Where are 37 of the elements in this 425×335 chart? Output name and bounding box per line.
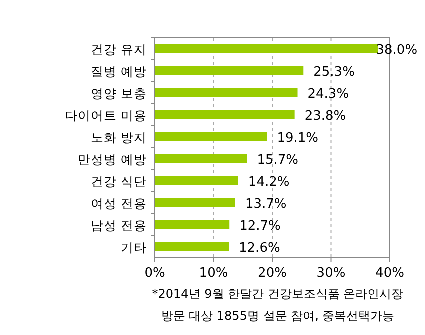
bar — [155, 66, 304, 76]
data-label: 23.8% — [304, 109, 346, 124]
bar — [155, 220, 230, 230]
y-tick-label: 건강 유지 — [91, 42, 147, 57]
y-tick-label: 노화 방지 — [91, 130, 147, 145]
data-label: 14.2% — [248, 175, 290, 190]
y-tick-label: 건강 식단 — [91, 174, 147, 189]
x-tick-label: 0% — [144, 266, 166, 281]
data-label: 38.0% — [376, 43, 418, 58]
y-tick-label: 질병 예방 — [91, 64, 147, 79]
bar — [155, 88, 298, 98]
text: *2014년 9월 한달간 건강보조식품 온라인시장 — [152, 287, 404, 301]
bar — [155, 242, 230, 252]
y-tick-label: 다이어트 미용 — [65, 108, 147, 123]
bar — [155, 132, 268, 142]
data-label: 13.7% — [245, 197, 287, 212]
bar — [155, 176, 238, 186]
x-tick-label: 10% — [199, 266, 228, 281]
data-label: 12.7% — [240, 219, 281, 234]
data-label: 15.7% — [257, 153, 299, 168]
bar — [155, 198, 236, 208]
bar — [155, 110, 295, 120]
text: 방문 대상 1855명 설문 참여, 중복선택가능 — [161, 309, 395, 323]
bar — [155, 44, 378, 54]
y-tick-label: 여성 전용 — [91, 196, 147, 211]
data-label: 12.6% — [239, 241, 280, 256]
x-tick-label: 40% — [376, 266, 404, 281]
x-tick-label: 20% — [258, 266, 287, 281]
data-label: 19.1% — [277, 131, 319, 146]
y-tick-label: 만성병 예방 — [78, 152, 147, 167]
y-tick-label: 남성 전용 — [91, 218, 147, 233]
data-label: 25.3% — [314, 65, 355, 80]
x-tick-label: 30% — [316, 266, 346, 281]
y-tick-label: 영양 보충 — [91, 86, 147, 101]
bar — [155, 154, 248, 164]
data-label: 24.3% — [308, 87, 350, 102]
y-tick-label: 기타 — [121, 240, 147, 255]
